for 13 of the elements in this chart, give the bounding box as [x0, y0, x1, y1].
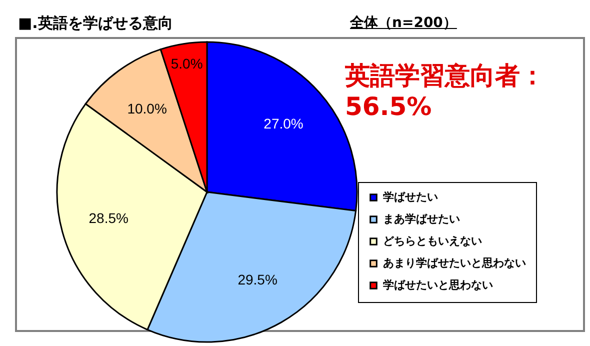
data-label: 27.0% — [264, 116, 304, 132]
legend-label: どちらともいえない — [383, 234, 482, 248]
chart-subtitle: 全体（n=200） — [350, 14, 457, 32]
data-label: 5.0% — [170, 56, 203, 72]
data-label: 10.0% — [127, 100, 167, 116]
data-label: 29.5% — [238, 272, 278, 288]
legend-label: あまり学ばせたいと思わない — [383, 256, 526, 270]
legend-label: 学ばせたい — [383, 190, 438, 204]
chart-title: ■.英語を学ばせる意向 — [18, 14, 173, 33]
legend-label: 学ばせたいと思わない — [383, 278, 493, 292]
data-label: 28.5% — [88, 210, 128, 226]
text: 英語学習意向者： 56.5% — [345, 60, 545, 122]
legend-label: まあ学ばせたい — [383, 212, 460, 226]
